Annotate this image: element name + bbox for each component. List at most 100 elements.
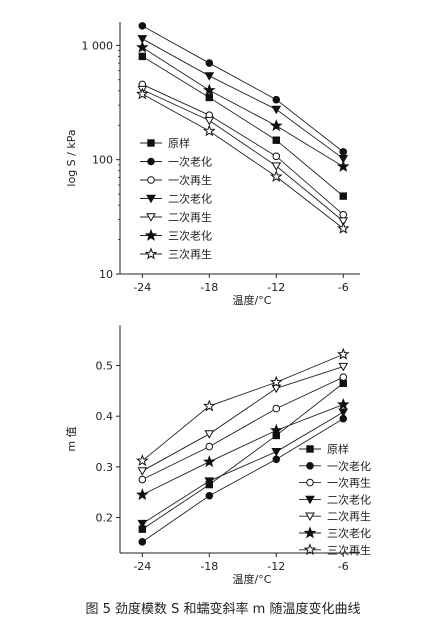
series-line [142,89,344,222]
series-line [142,56,344,197]
series-line [142,376,344,480]
series-5 [137,362,349,476]
series-4 [137,35,349,164]
data-point [137,35,148,44]
series-line [142,404,344,496]
legend-item: 一次老化 [140,155,212,169]
data-point [204,72,215,81]
series-4 [137,408,349,529]
figure-caption: 图 5 劲度模数 S 和蠕变斜率 m 随温度变化曲线 [85,602,361,617]
legend-item: 三次老化 [140,229,212,243]
legend-label: 二次老化 [327,492,371,506]
y-tick-label: 100 [92,154,113,167]
x-tick-label: -6 [338,560,349,573]
data-point [272,404,281,413]
data-point [203,455,216,468]
data-point [339,373,348,381]
data-point [269,375,283,388]
data-point [269,119,283,132]
legend-marker [146,194,156,204]
legend-label: 一次再生 [168,173,212,187]
data-point [272,95,281,104]
data-point [338,217,349,226]
legend-marker [144,247,158,260]
legend-label: 三次再生 [327,543,371,557]
legend-marker [305,512,315,522]
data-point [271,447,282,457]
x-axis-title: 温度/°C [233,572,272,586]
data-point [269,170,283,183]
data-point [269,423,283,436]
data-point [338,408,349,417]
legend-marker [306,478,314,487]
legend-item: 三次再生 [299,543,371,557]
data-point [338,154,349,164]
y-tick-label: 10 [99,268,113,281]
data-point [136,454,149,467]
legend-label: 原样 [327,442,349,456]
data-point [136,87,149,100]
legend-marker [144,228,158,241]
legend-label: 二次再生 [168,210,212,224]
series-line [142,25,344,153]
data-point [336,221,350,234]
legend-marker [305,495,315,505]
x-tick-label: -24 [133,560,151,573]
data-point [336,159,350,172]
series-line [142,366,344,472]
legend-label: 一次再生 [327,476,371,490]
data-point [136,488,149,501]
data-point [271,162,282,171]
legend-label: 一次老化 [168,155,212,169]
legend-item: 二次再生 [299,509,371,523]
y-tick-label: 0.2 [96,512,114,525]
legend-item: 二次再生 [140,210,212,224]
legend-marker [147,139,155,147]
data-point [339,192,347,200]
series-2 [138,22,348,156]
stiffness-chart: -24 -18 -12 -6 10 100 1 000 温度/°C log S / kPa 原样一… [65,22,360,307]
series-3 [138,373,348,484]
data-point [205,491,214,500]
series-3 [138,80,348,219]
series-1 [138,379,347,533]
legend-marker [147,157,155,166]
data-point [205,442,214,451]
series-line [142,38,344,160]
data-point [138,52,147,61]
series-line [142,382,344,530]
legend-label: 三次老化 [168,229,212,243]
legend-item: 一次再生 [140,173,212,187]
series-7 [136,87,350,234]
x-axis-title: 温度/°C [233,293,272,307]
data-point [136,40,149,53]
y-axis-title: m 值 [65,426,78,451]
x-tick-label: -18 [200,560,218,573]
data-point [138,538,147,546]
x-tick-label: -18 [200,281,218,294]
legend-label: 二次老化 [168,192,212,206]
data-point [271,384,282,394]
legend-label: 三次再生 [168,247,212,261]
y-tick-label: 0.5 [96,360,114,373]
legend-marker [146,213,156,222]
series-7 [136,347,350,467]
data-point [272,136,280,144]
data-point [338,362,349,372]
data-point [339,148,348,156]
data-point [272,152,281,161]
legend-label: 一次老化 [327,459,371,473]
legend-item: 一次老化 [299,459,371,473]
legend-marker [306,462,314,470]
data-point [138,22,147,30]
legend-label: 三次老化 [327,526,371,540]
data-point [137,467,148,476]
legend-item: 一次再生 [299,476,371,490]
series-line [142,46,344,167]
data-point [203,124,216,137]
data-point [272,455,281,464]
y-tick-label: 0.3 [96,461,114,474]
creep-slope-chart: -24 -18 -12 -6 0.2 0.3 0.4 0.5 温度/°C m 值原样一次老化一次再… [65,325,371,586]
